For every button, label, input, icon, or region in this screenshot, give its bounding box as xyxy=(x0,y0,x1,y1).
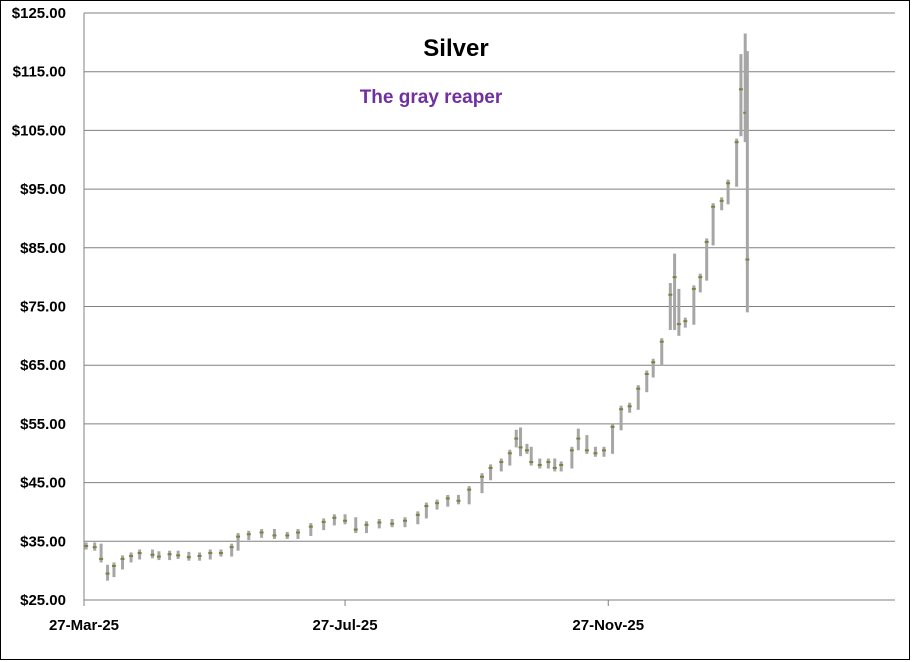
y-tick-label: $45.00 xyxy=(20,475,66,492)
y-tick-label: $105.00 xyxy=(12,122,66,139)
y-tick-label: $75.00 xyxy=(20,299,66,316)
axes xyxy=(83,13,895,606)
x-tick-label: 27-Nov-25 xyxy=(572,617,644,634)
chart-title: Silver xyxy=(423,35,488,62)
x-tick-labels: 27-Mar-25 27-Jul-25 27-Nov-25 xyxy=(49,617,644,634)
y-tick-label: $85.00 xyxy=(20,240,66,257)
x-tick-label: 27-Mar-25 xyxy=(49,617,119,634)
y-tick-label: $95.00 xyxy=(20,181,66,198)
y-tick-label: $65.00 xyxy=(20,357,66,374)
x-tick-label: 27-Jul-25 xyxy=(313,617,378,634)
y-tick-label: $55.00 xyxy=(20,416,66,433)
y-tick-labels: $25.00 $35.00 $45.00 $55.00 $65.00 $75.00 $85.… xyxy=(12,5,66,609)
y-tick-label: $115.00 xyxy=(13,64,66,81)
chart-subtitle: The gray reaper xyxy=(360,87,503,108)
price-bars xyxy=(84,33,750,581)
y-tick-label: $35.00 xyxy=(20,533,66,550)
gridlines xyxy=(84,12,895,542)
y-tick-label: $25.00 xyxy=(20,592,66,609)
y-tick-label: $125.00 xyxy=(12,5,66,22)
